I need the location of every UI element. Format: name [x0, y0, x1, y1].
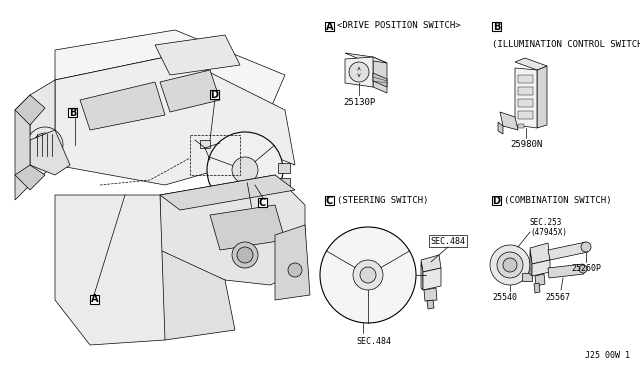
Text: A: A [326, 22, 333, 32]
Bar [68, 108, 77, 117]
Circle shape [349, 62, 369, 82]
Circle shape [490, 245, 530, 285]
Polygon shape [532, 260, 550, 276]
Text: D: D [211, 90, 218, 99]
Text: (STEERING SWITCH): (STEERING SWITCH) [337, 196, 428, 205]
Polygon shape [55, 30, 285, 110]
Bar [429, 235, 467, 247]
Text: C: C [326, 196, 333, 205]
Text: J25 00W 1: J25 00W 1 [585, 351, 630, 360]
Bar [492, 22, 501, 31]
Polygon shape [424, 288, 437, 301]
Polygon shape [548, 242, 588, 260]
Text: 25567: 25567 [545, 293, 570, 302]
Polygon shape [275, 225, 310, 300]
Polygon shape [534, 283, 540, 293]
Text: D: D [493, 196, 500, 205]
Text: 25540: 25540 [493, 293, 518, 302]
Bar [200, 140, 210, 148]
Text: SEC.484: SEC.484 [431, 237, 465, 246]
Circle shape [503, 258, 517, 272]
Circle shape [353, 260, 383, 290]
Circle shape [207, 132, 283, 208]
Polygon shape [15, 165, 45, 190]
Circle shape [40, 140, 50, 150]
Polygon shape [515, 58, 547, 70]
Polygon shape [155, 35, 240, 75]
Polygon shape [15, 95, 30, 200]
Bar [278, 178, 290, 188]
Text: <DRIVE POSITION SWITCH>: <DRIVE POSITION SWITCH> [337, 22, 461, 31]
Bar [210, 90, 219, 99]
Polygon shape [345, 57, 373, 87]
Polygon shape [498, 122, 503, 134]
Polygon shape [55, 55, 295, 185]
Polygon shape [500, 112, 518, 130]
Text: 25980N: 25980N [510, 140, 542, 149]
Polygon shape [55, 195, 165, 345]
Polygon shape [421, 262, 423, 290]
Polygon shape [535, 274, 545, 286]
Polygon shape [530, 250, 532, 276]
Polygon shape [210, 205, 285, 250]
Text: B: B [493, 22, 500, 32]
Polygon shape [15, 95, 45, 125]
Polygon shape [30, 130, 70, 175]
Circle shape [497, 252, 523, 278]
Polygon shape [345, 53, 387, 63]
Bar [90, 295, 99, 304]
Circle shape [237, 247, 253, 263]
Polygon shape [155, 250, 235, 340]
Circle shape [320, 227, 416, 323]
Text: 25260P: 25260P [571, 264, 601, 273]
Text: B: B [69, 108, 76, 118]
Text: SEC.484: SEC.484 [356, 337, 391, 346]
Polygon shape [160, 175, 305, 285]
Text: C: C [259, 198, 266, 208]
Bar [492, 196, 501, 205]
Bar [518, 124, 524, 128]
Circle shape [232, 242, 258, 268]
Circle shape [581, 242, 591, 252]
Circle shape [232, 157, 258, 183]
Polygon shape [80, 82, 165, 130]
Circle shape [27, 127, 63, 163]
Text: A: A [91, 295, 99, 305]
Text: (COMBINATION SWITCH): (COMBINATION SWITCH) [504, 196, 611, 205]
Bar [522, 273, 532, 281]
Polygon shape [530, 243, 550, 264]
Text: 25130P: 25130P [343, 98, 375, 107]
Bar [518, 75, 533, 83]
Text: (ILLUMINATION CONTROL SWITCH): (ILLUMINATION CONTROL SWITCH) [492, 40, 640, 49]
Bar [258, 198, 267, 207]
Polygon shape [30, 80, 55, 185]
Bar [325, 196, 334, 205]
Bar [518, 87, 533, 95]
Circle shape [33, 133, 57, 157]
Circle shape [579, 265, 587, 273]
Bar [518, 111, 533, 119]
Bar [190, 135, 240, 175]
Bar [325, 22, 334, 31]
Polygon shape [515, 68, 537, 128]
Text: SEC.253
(47945X): SEC.253 (47945X) [530, 218, 567, 237]
Polygon shape [548, 264, 584, 278]
Polygon shape [373, 57, 387, 93]
Polygon shape [423, 268, 441, 290]
Polygon shape [537, 66, 547, 128]
Bar [278, 163, 290, 173]
Polygon shape [373, 73, 387, 87]
Circle shape [288, 263, 302, 277]
Polygon shape [427, 300, 434, 309]
Polygon shape [421, 255, 441, 272]
Polygon shape [160, 175, 295, 210]
Bar [518, 99, 533, 107]
Circle shape [360, 267, 376, 283]
Polygon shape [160, 70, 220, 112]
